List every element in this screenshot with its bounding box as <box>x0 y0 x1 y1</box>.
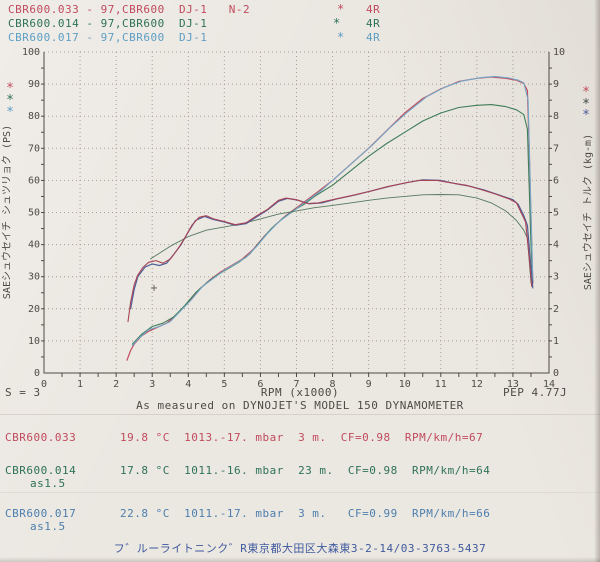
curve-power-cbr600.014 <box>131 104 534 345</box>
axis-tick-label: 5 <box>553 208 559 219</box>
peak-marker-star-icon: * <box>582 97 590 112</box>
axis-tick-label: 3 <box>553 272 559 283</box>
y-right-axis-title: SAEシュウセイチ トルク (kg-m) <box>582 134 594 290</box>
axis-tick-label: 9 <box>366 379 372 390</box>
axis-tick-label: 80 <box>28 111 40 122</box>
paper-crease-2 <box>0 492 600 493</box>
curve-power-cbr600.017 <box>131 75 534 347</box>
result-row-data: 22.8 °C 1011.-17. mbar 3 m. CF=0.99 RPM/… <box>120 507 491 520</box>
peak-marker-star-icon: * <box>582 85 590 100</box>
run-1-star-icon: * <box>337 2 345 16</box>
axis-tick-label: 14 <box>543 379 555 390</box>
dyno-note: As measured on DYNOJET'S MODEL 150 DYNAM… <box>136 399 464 412</box>
grid <box>44 51 549 373</box>
axis-tick-label: 5 <box>221 379 227 390</box>
axis-tick-label: 40 <box>28 240 40 251</box>
result-row-sub: as1.5 <box>30 477 66 490</box>
run-2-tag: 4R <box>366 17 381 30</box>
shop-footer: フ゛ルーライトニンク゛R東京都大田区大森東3-2-14/03-3763-5437 <box>113 542 487 555</box>
dyno-chart: 0 1 2 3 4 5 6 7 8 9 10 11 12 13 1401020304050607080901… <box>1 47 594 390</box>
axis-tick-label: 30 <box>28 272 40 283</box>
axis-tick-label: 10 <box>28 336 40 347</box>
result-row-name: CBR600.017 <box>5 507 77 520</box>
axis-tick-label: 12 <box>471 379 483 390</box>
paper-crease <box>0 414 600 415</box>
curves <box>126 75 534 361</box>
axis-tick-label: 13 <box>507 379 519 390</box>
axis-tick-label: 100 <box>22 47 40 58</box>
axis-tick-label: 4 <box>185 379 191 390</box>
axis-tick-label: 3 <box>149 379 155 390</box>
axis-tick-label: 10 <box>399 379 411 390</box>
axis-tick-label: 11 <box>435 379 447 390</box>
curve-torque-cbr600.014 <box>149 194 532 284</box>
result-row-sub: as1.5 <box>30 520 66 533</box>
axis-labels: 0 1 2 3 4 5 6 7 8 9 10 11 12 13 1401020304050607080901… <box>1 47 594 390</box>
axis-tick-label: 2 <box>113 379 119 390</box>
curve-power-cbr600.033 <box>126 76 534 361</box>
peak-marker-star-icon: * <box>6 105 14 120</box>
axis-tick-label: 60 <box>28 175 40 186</box>
run-2-star-icon: * <box>333 16 341 30</box>
curve-torque-cbr600.033 <box>127 179 533 323</box>
axis-tick-label: 1 <box>77 379 83 390</box>
result-row-data: 19.8 °C 1013.-17. mbar 3 m. CF=0.98 RPM/… <box>120 431 484 444</box>
run-1-header: CBR600.033 - 97,CBR600 DJ-1 N-2 <box>8 3 251 16</box>
axis-tick-label: 6 <box>257 379 263 390</box>
run-3-tag: 4R <box>366 31 381 44</box>
axis-tick-label: 9 <box>553 79 559 90</box>
cross-mark <box>151 284 158 291</box>
y-left-axis-title: SAEシュウセイチ シュツリョク (PS) <box>1 125 13 299</box>
result-row-data: 17.8 °C 1011.-16. mbar 23 m. CF=0.98 RPM… <box>120 464 491 477</box>
axis-tick-label: 10 <box>553 47 565 58</box>
peak-marker-star-icon: * <box>582 108 590 123</box>
axis-tick-label: 20 <box>28 304 40 315</box>
axis-tick-label: 8 <box>330 379 336 390</box>
axis-tick-label: 7 <box>293 379 299 390</box>
axis-tick-label: 4 <box>553 240 559 251</box>
result-row-name: CBR600.033 <box>5 431 77 444</box>
run-1-tag: 4R <box>366 3 381 16</box>
axis-tick-label: 70 <box>28 143 40 154</box>
run-2-header: CBR600.014 - 97,CBR600 DJ-1 <box>8 17 208 30</box>
axis-tick-label: 90 <box>28 79 40 90</box>
run-3-header: CBR600.017 - 97,CBR600 DJ-1 <box>8 31 208 44</box>
axis-tick-label: 50 <box>28 208 40 219</box>
pep-label: PEP 4.77J <box>503 386 568 399</box>
peak-marker-star-icon: * <box>6 81 14 96</box>
axis-tick-label: 0 <box>34 368 40 379</box>
axis-tick-label: 0 <box>41 379 47 390</box>
axis-tick-label: 2 <box>553 304 559 315</box>
axis-tick-label: 0 <box>553 368 559 379</box>
axis-ticks <box>41 67 552 377</box>
axis-tick-label: 8 <box>553 111 559 122</box>
smoothing-label: S = 3 <box>5 386 41 399</box>
axis-tick-label: 6 <box>553 175 559 186</box>
x-axis-title: RPM (x1000) <box>260 386 340 399</box>
peak-marker-star-icon: * <box>6 93 14 108</box>
axis-tick-label: 1 <box>553 336 559 347</box>
run-3-star-icon: * <box>337 30 345 44</box>
axis-tick-label: 7 <box>553 143 559 154</box>
peak-markers: ****** <box>6 81 590 123</box>
result-row-name: CBR600.014 <box>5 464 77 477</box>
